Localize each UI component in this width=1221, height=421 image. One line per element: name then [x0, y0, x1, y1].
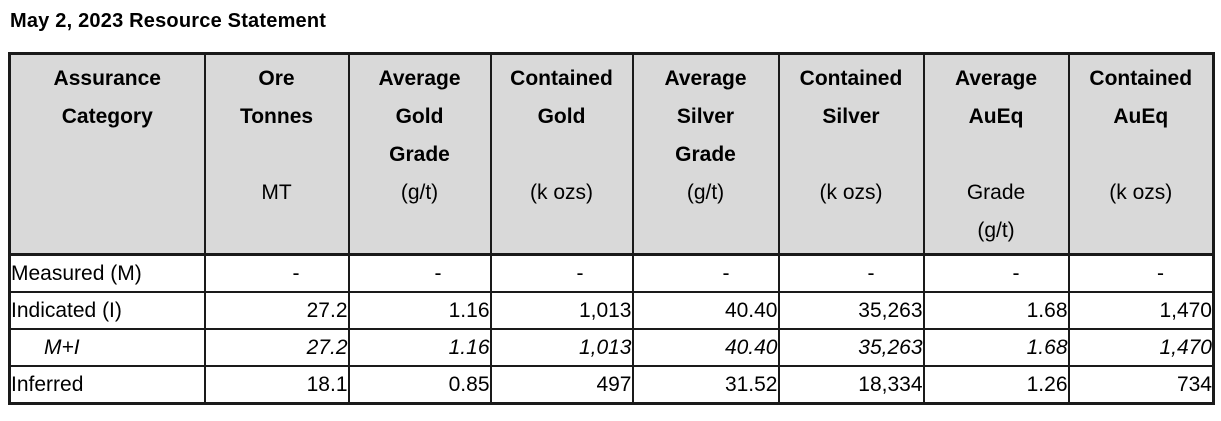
header-line	[927, 136, 1066, 174]
header-line: Category	[61, 105, 153, 128]
header-line: Contained	[1089, 67, 1193, 90]
header-line: Tonnes	[239, 105, 314, 128]
header-line	[782, 212, 921, 250]
cell-value: 27.2	[203, 291, 350, 330]
table-row-indicated: Indicated (I) 27.2 1.16 1,013 40.40 35,2…	[8, 291, 1215, 330]
cell-value: -	[922, 253, 1070, 293]
header-line: Gold	[537, 105, 586, 128]
cell-value: 35,263	[777, 328, 925, 367]
header-line	[1072, 136, 1211, 174]
header-line: Contained	[799, 67, 903, 90]
header-line: Silver	[676, 105, 735, 128]
row-label: M+I	[8, 328, 206, 367]
col-header-average-silver-grade: Average Silver Grade (g/t)	[631, 52, 780, 256]
cell-value: 35,263	[777, 291, 925, 330]
header-line: (g/t)	[977, 219, 1015, 242]
header-line	[352, 212, 488, 250]
cell-value: 1,470	[1067, 291, 1215, 330]
header-line: Average	[664, 67, 747, 90]
col-header-assurance-category: Assurance Category	[8, 52, 206, 256]
header-line: Average	[378, 67, 461, 90]
header-row: Assurance Category Ore Tonnes MT Average…	[8, 52, 1215, 256]
table-row-inferred: Inferred 18.1 0.85 497 31.52 18,334 1.26…	[8, 365, 1215, 405]
header-line	[1072, 212, 1211, 250]
cell-value: -	[203, 253, 350, 293]
header-line: Silver	[822, 105, 880, 128]
cell-value: 1.68	[922, 328, 1070, 367]
cell-value: -	[1067, 253, 1215, 293]
cell-value: 0.85	[347, 365, 492, 405]
header-line: Grade	[966, 181, 1026, 204]
cell-value: 734	[1067, 365, 1215, 405]
col-header-contained-aueq: Contained AuEq (k ozs)	[1067, 52, 1215, 256]
header-line	[208, 136, 346, 174]
row-label: Indicated (I)	[8, 291, 206, 330]
header-line: (k ozs)	[530, 181, 593, 204]
cell-value: 497	[489, 365, 634, 405]
cell-value: 40.40	[631, 328, 780, 367]
col-header-average-gold-grade: Average Gold Grade (g/t)	[347, 52, 492, 256]
header-line	[13, 212, 202, 250]
header-line: AuEq	[968, 105, 1024, 128]
header-line	[782, 136, 921, 174]
cell-value: 1.68	[922, 291, 1070, 330]
col-header-contained-silver: Contained Silver (k ozs)	[777, 52, 925, 256]
header-line: Average	[954, 67, 1038, 90]
header-line: Contained	[510, 67, 613, 90]
cell-value: 1.16	[347, 291, 492, 330]
header-line	[13, 136, 202, 174]
page-title: May 2, 2023 Resource Statement	[10, 10, 327, 32]
header-line: Gold	[395, 105, 444, 128]
cell-value: 1.16	[347, 328, 492, 367]
header-line: (k ozs)	[819, 181, 883, 204]
header-line	[494, 212, 630, 250]
cell-value: 1,013	[489, 328, 634, 367]
row-label: Inferred	[8, 365, 206, 405]
header-line: Ore	[258, 67, 295, 90]
header-line: (g/t)	[400, 181, 439, 204]
cell-value: 31.52	[631, 365, 780, 405]
cell-value: 18,334	[777, 365, 925, 405]
header-line	[208, 212, 346, 250]
resource-statement-table: Assurance Category Ore Tonnes MT Average…	[8, 52, 1215, 405]
cell-value: 1,470	[1067, 328, 1215, 367]
header-line: Grade	[389, 143, 450, 166]
row-label: Measured (M)	[8, 253, 206, 293]
cell-value: 1.26	[922, 365, 1070, 405]
header-line	[636, 212, 776, 250]
header-line	[494, 136, 630, 174]
header-line: MT	[261, 181, 292, 204]
cell-value: 40.40	[631, 291, 780, 330]
header-line: (g/t)	[686, 181, 725, 204]
table-row-m-plus-i: M+I 27.2 1.16 1,013 40.40 35,263 1.68 1,…	[8, 328, 1215, 367]
cell-value: -	[777, 253, 925, 293]
cell-value: 1,013	[489, 291, 634, 330]
header-line: Assurance	[53, 67, 161, 90]
table-row-measured: Measured (M) - - - - - - -	[8, 253, 1215, 293]
header-line	[13, 174, 202, 212]
col-header-contained-gold: Contained Gold (k ozs)	[489, 52, 634, 256]
col-header-ore-tonnes: Ore Tonnes MT	[203, 52, 350, 256]
col-header-average-aueq-grade: Average AuEq Grade (g/t)	[922, 52, 1070, 256]
cell-value: -	[347, 253, 492, 293]
cell-value: 27.2	[203, 328, 350, 367]
cell-value: -	[631, 253, 780, 293]
header-line: (k ozs)	[1109, 181, 1173, 204]
header-line: AuEq	[1113, 105, 1169, 128]
cell-value: 18.1	[203, 365, 350, 405]
header-line: Grade	[675, 143, 736, 166]
cell-value: -	[489, 253, 634, 293]
